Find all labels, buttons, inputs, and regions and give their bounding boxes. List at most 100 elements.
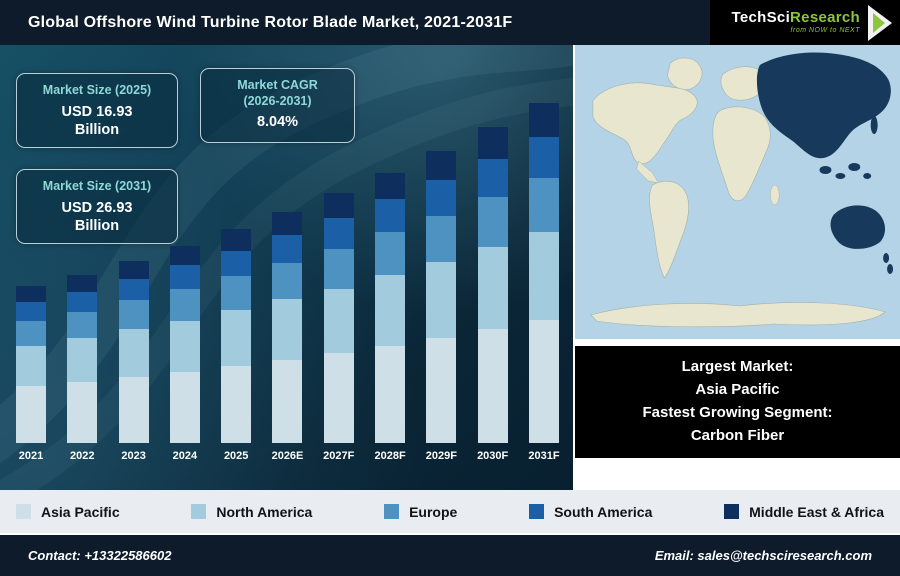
x-axis-label: 2021 — [18, 450, 44, 462]
stat-box-market-cagr: Market CAGR (2026-2031) 8.04% — [200, 68, 355, 143]
bar-segment-south-america — [323, 218, 354, 249]
bar-segment-middle-east-africa — [169, 246, 200, 265]
bar-segment-north-america — [477, 247, 508, 330]
legend-item-south-america: South America — [529, 504, 652, 520]
stacked-bar — [477, 127, 508, 443]
bar-segment-asia-pacific — [16, 386, 46, 443]
x-axis-label: 2028F — [374, 450, 406, 462]
bar-segment-north-america — [323, 289, 354, 354]
bar-segment-europe — [221, 276, 252, 311]
x-axis-label: 2026E — [271, 450, 304, 462]
bar-segment-asia-pacific — [221, 366, 252, 443]
x-axis-label: 2022 — [70, 450, 95, 462]
bar-segment-middle-east-africa — [272, 212, 303, 235]
bar-segment-south-america — [16, 301, 46, 321]
x-axis-label: 2023 — [121, 450, 146, 462]
chart-legend: Asia Pacific North America Europe South Ame… — [0, 490, 900, 533]
island-japan — [870, 116, 878, 134]
bar-segment-asia-pacific — [272, 359, 303, 443]
logo-brand-primary: TechSci — [731, 9, 791, 27]
bar-segment-south-america — [169, 264, 200, 289]
legend-item-asia-pacific: Asia Pacific — [16, 504, 120, 520]
bar-segment-north-america — [16, 345, 46, 387]
island-new-guinea — [863, 173, 872, 179]
bar-group-2024: 2024 — [168, 246, 202, 462]
bar-segment-north-america — [426, 262, 457, 339]
bar-segment-middle-east-africa — [375, 172, 406, 200]
bar-group-2030F: 2030F — [476, 127, 510, 462]
bar-segment-asia-pacific — [528, 320, 559, 443]
x-axis-label: 2029F — [425, 450, 457, 462]
bar-segment-europe — [375, 232, 406, 276]
bar-segment-asia-pacific — [169, 372, 200, 443]
island-new-zealand-south — [887, 264, 894, 274]
bar-group-2028F: 2028F — [373, 172, 407, 462]
bar-group-2027F: 2027F — [322, 193, 356, 462]
logo-brand: TechSciResearch — [732, 10, 860, 27]
legend-item-middle-east-africa: Middle East & Africa — [724, 504, 884, 520]
header-bar: Global Offshore Wind Turbine Rotor Blade… — [0, 0, 900, 45]
stacked-bar — [118, 261, 149, 443]
bar-segment-north-america — [221, 310, 252, 366]
x-axis-label: 2027F — [323, 450, 355, 462]
bar-segment-europe — [426, 215, 457, 263]
stat-title: Market Size (2025) — [42, 83, 152, 97]
techsci-logo: TechSciResearch from NOW to NEXT — [710, 0, 900, 45]
world-map-svg — [575, 45, 900, 339]
footer-bar: Contact: +13322586602 Email: sales@techs… — [0, 533, 900, 576]
largest-market-callout: Largest Market: Asia Pacific Fastest Gro… — [575, 346, 900, 458]
bar-segment-asia-pacific — [67, 382, 98, 443]
stat-title: Market CAGR — [237, 78, 318, 92]
stat-box-market-size-2025: Market Size (2025) USD 16.93 Billion — [16, 73, 178, 149]
bar-segment-europe — [528, 177, 559, 232]
legend-swatch — [384, 504, 400, 519]
stacked-bar — [67, 275, 98, 443]
bar-segment-asia-pacific — [477, 329, 508, 443]
legend-label: North America — [216, 503, 313, 520]
stat-unit: Billion — [74, 218, 120, 235]
bar-segment-middle-east-africa — [323, 193, 354, 219]
legend-label: South America — [554, 503, 653, 520]
fastest-segment-label: Fastest Growing Segment: — [642, 403, 833, 421]
logo-brand-secondary: Research — [790, 9, 860, 27]
bar-segment-middle-east-africa — [221, 229, 252, 251]
bar-group-2031F: 2031F — [527, 103, 561, 462]
contact-email: Email: sales@techsciresearch.com — [654, 548, 872, 563]
x-axis-label: 2024 — [172, 450, 198, 462]
stacked-bar — [272, 212, 303, 443]
continent-antarctica — [590, 302, 886, 328]
continent-australia-highlighted — [830, 205, 886, 249]
bar-segment-middle-east-africa — [528, 103, 559, 138]
island-new-zealand-north — [883, 253, 890, 263]
bar-segment-europe — [477, 196, 508, 248]
bar-segment-europe — [272, 262, 303, 300]
bar-segment-europe — [169, 288, 200, 321]
bar-segment-south-america — [118, 278, 149, 301]
bar-group-2022: 2022 — [65, 275, 99, 462]
central-america — [636, 160, 659, 184]
bar-group-2025: 2025 — [219, 229, 253, 462]
stacked-bar — [323, 193, 354, 443]
continent-africa — [712, 106, 771, 202]
world-map — [575, 45, 900, 339]
bar-segment-europe — [323, 248, 354, 290]
bar-segment-south-america — [375, 199, 406, 233]
bar-segment-north-america — [375, 275, 406, 346]
logo-arrow-icon — [868, 4, 892, 41]
bar-segment-north-america — [528, 231, 559, 321]
legend-swatch — [16, 504, 31, 519]
bar-segment-south-america — [426, 180, 457, 216]
right-panel: Largest Market: Asia Pacific Fastest Gro… — [573, 45, 900, 490]
fastest-segment-value: Carbon Fiber — [690, 426, 785, 444]
stacked-bar-chart: Market Size (2025) USD 16.93 Billion Mar… — [0, 45, 573, 490]
stat-title: Market Size (2031) — [42, 179, 152, 193]
madagascar — [770, 184, 780, 206]
stat-value: USD 16.93 — [61, 103, 133, 120]
page-title: Global Offshore Wind Turbine Rotor Blade… — [28, 13, 513, 31]
largest-market-label: Largest Market: — [681, 358, 794, 375]
bar-group-2021: 2021 — [14, 286, 48, 462]
legend-swatch — [529, 504, 545, 519]
continent-europe — [720, 66, 765, 101]
largest-market-value: Asia Pacific — [695, 380, 780, 398]
stacked-bar — [528, 103, 559, 443]
